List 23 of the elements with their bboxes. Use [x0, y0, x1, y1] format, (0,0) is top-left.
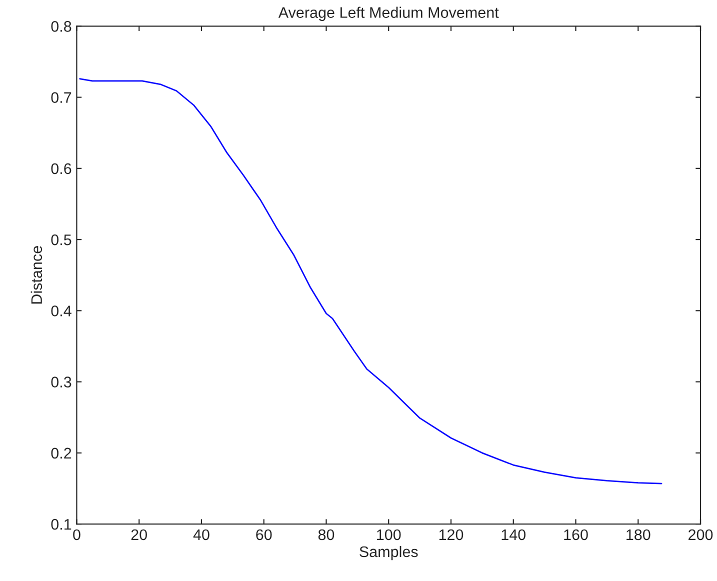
x-tick-label: 80: [318, 529, 334, 540]
x-tick-label: 40: [193, 529, 210, 540]
y-tick-label: 0.3: [51, 376, 72, 388]
y-tick-label: 0.1: [51, 518, 72, 530]
x-tick-label: 160: [564, 529, 588, 540]
line-series: [79, 78, 662, 484]
y-axis-title: Distance: [30, 246, 42, 304]
x-tick-label: 20: [131, 529, 147, 540]
x-tick-label: 120: [439, 529, 464, 540]
y-tick-label: 0.6: [51, 163, 72, 174]
x-axis-title: Samples: [360, 546, 418, 560]
y-tick-label: 0.7: [51, 92, 72, 103]
x-tick-label: 0: [73, 529, 80, 540]
chart-title: Average Left Medium Movement: [278, 6, 499, 21]
x-tick-label: 140: [502, 529, 526, 540]
x-tick-label: 200: [688, 529, 713, 540]
x-tick-label: 180: [626, 529, 650, 540]
y-tick-label: 0.2: [51, 448, 72, 459]
y-tick-label: 0.4: [51, 306, 72, 316]
y-tick-label: 0.8: [51, 21, 72, 32]
x-tick-label: 100: [377, 529, 401, 540]
y-tick-label: 0.5: [51, 234, 72, 246]
x-tick-label: 60: [256, 529, 272, 540]
